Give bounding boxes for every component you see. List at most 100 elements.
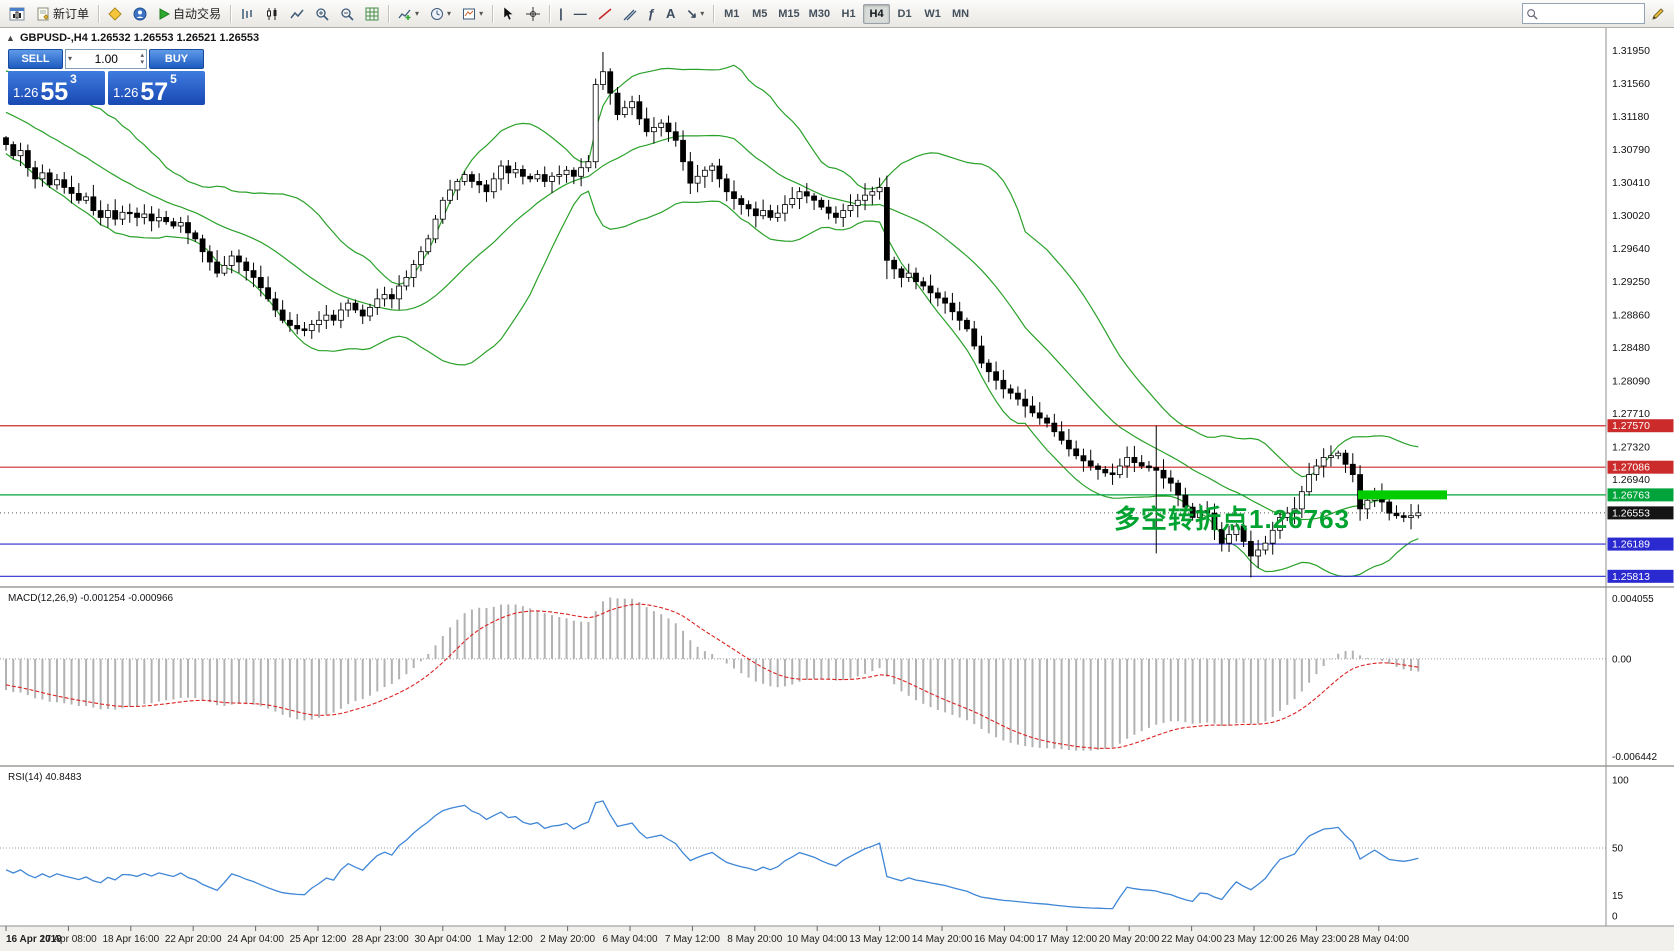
candle[interactable] — [148, 213, 155, 222]
autotrading-button[interactable]: 自动交易 — [153, 3, 226, 25]
candle[interactable] — [556, 174, 563, 177]
candle[interactable] — [1109, 472, 1116, 475]
candle[interactable] — [54, 179, 60, 186]
candle[interactable] — [1262, 542, 1269, 551]
candle[interactable] — [185, 222, 191, 234]
candle[interactable] — [833, 212, 839, 218]
candle[interactable] — [199, 238, 206, 253]
candle[interactable] — [170, 221, 177, 227]
candle[interactable] — [308, 324, 315, 331]
candle[interactable] — [359, 309, 366, 317]
candle[interactable] — [1277, 517, 1283, 531]
candle[interactable] — [825, 206, 832, 214]
candle[interactable] — [1036, 412, 1043, 419]
candle[interactable] — [432, 218, 439, 240]
candle[interactable] — [1022, 398, 1029, 407]
candle[interactable] — [956, 311, 963, 321]
candle[interactable] — [483, 184, 490, 193]
candle[interactable] — [1065, 439, 1072, 450]
timeframe-m15-button[interactable]: M15 — [774, 4, 803, 24]
candles[interactable] — [3, 52, 1422, 578]
templates-button[interactable]: ▾ — [457, 3, 488, 25]
candle[interactable] — [1095, 465, 1101, 470]
candle[interactable] — [287, 319, 293, 326]
candle[interactable] — [1342, 452, 1349, 465]
timeframe-m5-button[interactable]: M5 — [746, 4, 773, 24]
candle[interactable] — [381, 294, 388, 300]
candle[interactable] — [752, 208, 759, 217]
candle[interactable] — [134, 212, 140, 218]
edit-pencil-button[interactable] — [1646, 3, 1670, 25]
candle[interactable] — [1153, 467, 1160, 471]
candle[interactable] — [1320, 457, 1327, 467]
candle[interactable] — [214, 261, 221, 274]
candle[interactable] — [687, 161, 694, 184]
candle[interactable] — [1000, 379, 1007, 390]
cursor-button[interactable] — [497, 3, 520, 25]
candle[interactable] — [396, 285, 403, 300]
candle[interactable] — [476, 181, 483, 186]
candle[interactable] — [257, 277, 264, 289]
candle[interactable] — [75, 193, 82, 201]
candle[interactable] — [323, 314, 330, 321]
candle[interactable] — [876, 187, 883, 193]
candle[interactable] — [418, 251, 424, 265]
candle[interactable] — [46, 172, 53, 186]
candle[interactable] — [541, 174, 548, 182]
one-click-collapse-icon[interactable]: ▲ — [6, 33, 15, 43]
candle[interactable] — [738, 198, 745, 205]
candlestick-mode-button[interactable] — [260, 3, 284, 25]
crosshair-button[interactable] — [521, 3, 545, 25]
community-button[interactable] — [128, 3, 152, 25]
candle[interactable] — [1240, 525, 1247, 542]
candle[interactable] — [1211, 512, 1218, 530]
candle[interactable] — [388, 294, 395, 300]
candle[interactable] — [119, 211, 126, 220]
panel-separator[interactable] — [0, 765, 1674, 767]
candle[interactable] — [1007, 388, 1014, 394]
candle[interactable] — [1393, 512, 1400, 517]
candle[interactable] — [1386, 501, 1393, 514]
spinner-down-icon[interactable]: ▾ — [140, 59, 144, 66]
candle[interactable] — [760, 210, 767, 217]
line-chart-mode-button[interactable] — [285, 3, 309, 25]
candle[interactable] — [774, 212, 781, 218]
candle[interactable] — [112, 210, 119, 220]
candle[interactable] — [731, 191, 737, 199]
candle[interactable] — [898, 268, 905, 278]
zoom-out-button[interactable] — [335, 3, 359, 25]
candle[interactable] — [177, 222, 184, 227]
candle[interactable] — [294, 325, 301, 330]
candle[interactable] — [803, 191, 810, 197]
candle[interactable] — [534, 174, 541, 180]
candle[interactable] — [745, 204, 752, 210]
app-icon-button[interactable] — [4, 2, 30, 26]
candle[interactable] — [272, 298, 279, 311]
candle[interactable] — [279, 309, 286, 321]
candle[interactable] — [221, 265, 228, 274]
timeframe-w1-button[interactable]: W1 — [919, 4, 946, 24]
channel-tool-button[interactable] — [618, 3, 642, 25]
candle[interactable] — [410, 264, 417, 278]
candle[interactable] — [1335, 452, 1342, 457]
candle[interactable] — [265, 287, 271, 300]
candle[interactable] — [250, 270, 257, 278]
candle[interactable] — [32, 167, 39, 180]
candle[interactable] — [658, 122, 665, 128]
candle[interactable] — [1087, 460, 1094, 467]
candle[interactable] — [1189, 506, 1196, 518]
candle[interactable] — [993, 371, 999, 381]
candle[interactable] — [570, 169, 577, 177]
arrows-tool-button[interactable]: ↘ ▾ — [681, 3, 709, 25]
candle[interactable] — [563, 169, 570, 175]
candle[interactable] — [672, 131, 679, 141]
candle[interactable] — [978, 345, 985, 364]
candle[interactable] — [1328, 455, 1334, 458]
candle[interactable] — [1131, 457, 1138, 463]
candle[interactable] — [498, 165, 504, 180]
candle[interactable] — [1284, 512, 1291, 518]
candle[interactable] — [1306, 474, 1313, 493]
candle[interactable] — [1408, 515, 1414, 518]
candle[interactable] — [1233, 525, 1240, 535]
